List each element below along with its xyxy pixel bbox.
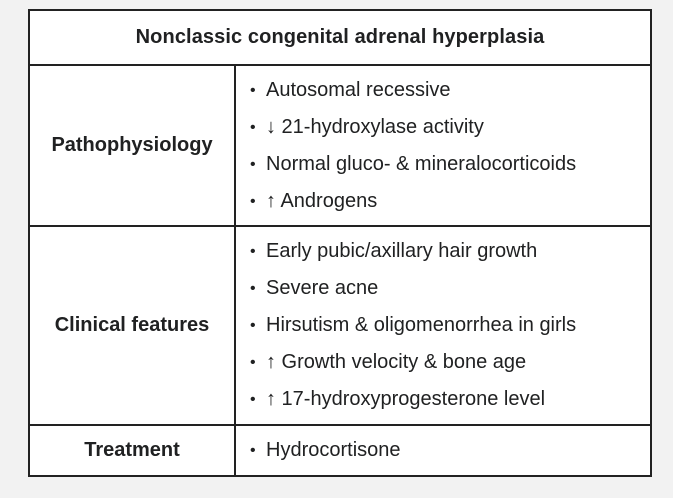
- row-header-pathophysiology: Pathophysiology: [28, 64, 236, 227]
- bullet-icon: •: [250, 155, 256, 173]
- bullet-icon: •: [250, 118, 256, 136]
- list-item-text: Severe acne: [266, 276, 379, 299]
- table-row-clinical-features: Clinical features • Early pubic/axillary …: [28, 224, 652, 426]
- table-title: Nonclassic congenital adrenal hyperplasi…: [28, 8, 652, 67]
- list-item-text: ↑ Growth velocity & bone age: [266, 350, 527, 373]
- title-row: Nonclassic congenital adrenal hyperplasi…: [28, 8, 652, 67]
- bullet-icon: •: [250, 441, 256, 459]
- list-item: • ↑ Growth velocity & bone age: [250, 344, 650, 381]
- nonclassic-cah-table: Nonclassic congenital adrenal hyperplasi…: [28, 8, 652, 478]
- bullet-icon: •: [250, 192, 256, 210]
- list-item-text: Hydrocortisone: [266, 438, 401, 461]
- row-content-treatment: • Hydrocortisone: [234, 423, 652, 478]
- list-item-text: Autosomal recessive: [266, 78, 451, 101]
- list-item: • Early pubic/axillary hair growth: [250, 233, 650, 270]
- list-item: • ↑ Androgens: [250, 183, 650, 220]
- row-content-pathophysiology: • Autosomal recessive • ↓ 21-hydroxylase a…: [234, 64, 652, 227]
- table-row-pathophysiology: Pathophysiology • Autosomal recessive • ↓ …: [28, 64, 652, 227]
- row-header-treatment: Treatment: [28, 423, 236, 478]
- list-item-text: Hirsutism & oligomenorrhea in girls: [266, 313, 577, 336]
- bullet-icon: •: [250, 390, 256, 408]
- row-content-clinical-features: • Early pubic/axillary hair growth • Sever…: [234, 224, 652, 426]
- list-item: • Normal gluco- & mineralocorticoids: [250, 146, 650, 183]
- table-row-treatment: Treatment • Hydrocortisone: [28, 423, 652, 478]
- list-item: • Autosomal recessive: [250, 72, 650, 109]
- list-item: • Hirsutism & oligomenorrhea in girls: [250, 307, 650, 344]
- list-item-text: ↑ Androgens: [266, 189, 378, 212]
- bullet-icon: •: [250, 316, 256, 334]
- list-item: • Severe acne: [250, 270, 650, 307]
- pathophysiology-list: • Autosomal recessive • ↓ 21-hydroxylase a…: [236, 72, 650, 220]
- clinical-features-list: • Early pubic/axillary hair growth • Sever…: [236, 233, 650, 418]
- list-item: • ↓ 21-hydroxylase activity: [250, 109, 650, 146]
- bullet-icon: •: [250, 242, 256, 260]
- list-item-text: Normal gluco- & mineralocorticoids: [266, 152, 577, 175]
- bullet-icon: •: [250, 353, 256, 371]
- list-item-text: Early pubic/axillary hair growth: [266, 239, 538, 262]
- bullet-icon: •: [250, 81, 256, 99]
- list-item-text: ↑ 17-hydroxyprogesterone level: [266, 387, 546, 410]
- list-item: • Hydrocortisone: [250, 432, 650, 469]
- list-item: • ↑ 17-hydroxyprogesterone level: [250, 381, 650, 418]
- bullet-icon: •: [250, 279, 256, 297]
- treatment-list: • Hydrocortisone: [236, 432, 650, 469]
- row-header-clinical-features: Clinical features: [28, 224, 236, 426]
- list-item-text: ↓ 21-hydroxylase activity: [266, 115, 484, 138]
